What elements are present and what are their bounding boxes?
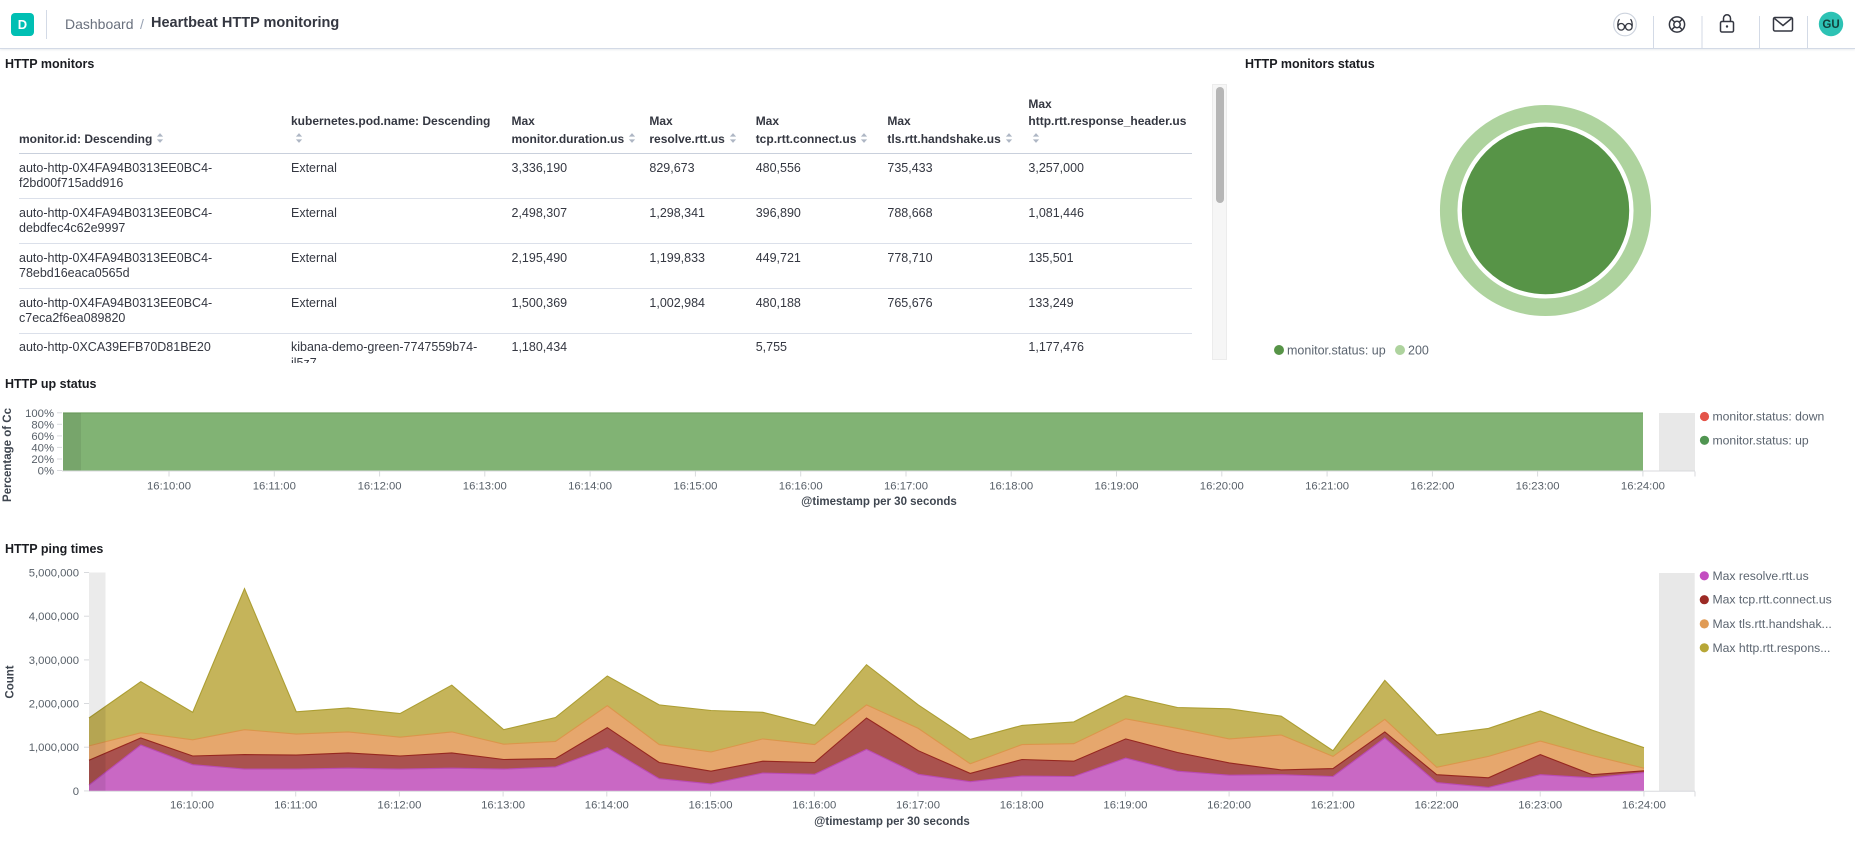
svg-text:16:11:00: 16:11:00 xyxy=(274,800,317,812)
svg-text:16:21:00: 16:21:00 xyxy=(1311,800,1355,812)
svg-text:1,000,000: 1,000,000 xyxy=(29,742,79,754)
svg-text:16:10:00: 16:10:00 xyxy=(170,800,214,812)
svg-text:16:23:00: 16:23:00 xyxy=(1516,481,1560,493)
svg-text:0: 0 xyxy=(73,786,79,798)
svg-text:@timestamp per 30 seconds: @timestamp per 30 seconds xyxy=(801,496,957,508)
svg-text:16:16:00: 16:16:00 xyxy=(792,800,836,812)
svg-text:16:15:00: 16:15:00 xyxy=(673,481,717,493)
svg-text:16:22:00: 16:22:00 xyxy=(1415,800,1459,812)
svg-text:40%: 40% xyxy=(31,442,54,454)
svg-text:16:24:00: 16:24:00 xyxy=(1621,481,1665,493)
svg-text:16:18:00: 16:18:00 xyxy=(989,481,1033,493)
svg-text:16:10:00: 16:10:00 xyxy=(147,481,191,493)
svg-text:16:20:00: 16:20:00 xyxy=(1200,481,1244,493)
svg-text:16:24:00: 16:24:00 xyxy=(1622,800,1666,812)
svg-text:200: 200 xyxy=(1408,344,1429,358)
svg-text:Percentage of Cc: Percentage of Cc xyxy=(2,407,14,502)
svg-text:16:16:00: 16:16:00 xyxy=(779,481,823,493)
svg-text:16:15:00: 16:15:00 xyxy=(689,800,733,812)
svg-text:16:14:00: 16:14:00 xyxy=(585,800,629,812)
svg-text:16:17:00: 16:17:00 xyxy=(896,800,940,812)
svg-text:4,000,000: 4,000,000 xyxy=(29,611,79,623)
svg-text:Max http.rtt.respons...: Max http.rtt.respons... xyxy=(1713,641,1831,655)
svg-text:Count: Count xyxy=(5,665,17,698)
svg-text:16:22:00: 16:22:00 xyxy=(1410,481,1454,493)
svg-text:0%: 0% xyxy=(38,466,54,478)
svg-text:16:20:00: 16:20:00 xyxy=(1207,800,1251,812)
svg-text:16:12:00: 16:12:00 xyxy=(377,800,421,812)
svg-text:Max resolve.rtt.us: Max resolve.rtt.us xyxy=(1713,569,1809,583)
svg-text:20%: 20% xyxy=(31,454,54,466)
svg-text:monitor.status: down: monitor.status: down xyxy=(1713,410,1825,424)
svg-text:16:13:00: 16:13:00 xyxy=(463,481,507,493)
svg-text:16:13:00: 16:13:00 xyxy=(481,800,525,812)
svg-text:@timestamp per 30 seconds: @timestamp per 30 seconds xyxy=(814,816,970,828)
svg-text:16:21:00: 16:21:00 xyxy=(1305,481,1349,493)
svg-text:16:12:00: 16:12:00 xyxy=(358,481,402,493)
svg-text:monitor.status: up: monitor.status: up xyxy=(1713,433,1809,447)
svg-text:monitor.status: up: monitor.status: up xyxy=(1287,344,1386,358)
svg-text:16:17:00: 16:17:00 xyxy=(884,481,928,493)
svg-text:16:14:00: 16:14:00 xyxy=(568,481,612,493)
svg-text:16:18:00: 16:18:00 xyxy=(1000,800,1044,812)
svg-text:100%: 100% xyxy=(25,408,54,420)
svg-text:16:19:00: 16:19:00 xyxy=(1095,481,1139,493)
svg-text:16:23:00: 16:23:00 xyxy=(1518,800,1562,812)
svg-text:60%: 60% xyxy=(31,431,54,443)
svg-text:Max tcp.rtt.connect.us: Max tcp.rtt.connect.us xyxy=(1713,593,1832,607)
svg-text:3,000,000: 3,000,000 xyxy=(29,655,79,667)
svg-text:GU: GU xyxy=(1822,19,1839,31)
svg-text:80%: 80% xyxy=(31,419,54,431)
svg-text:Max tls.rtt.handshak...: Max tls.rtt.handshak... xyxy=(1713,617,1832,631)
svg-text:16:19:00: 16:19:00 xyxy=(1103,800,1147,812)
svg-text:2,000,000: 2,000,000 xyxy=(29,699,79,711)
svg-text:16:11:00: 16:11:00 xyxy=(253,481,296,493)
svg-text:5,000,000: 5,000,000 xyxy=(29,568,79,580)
